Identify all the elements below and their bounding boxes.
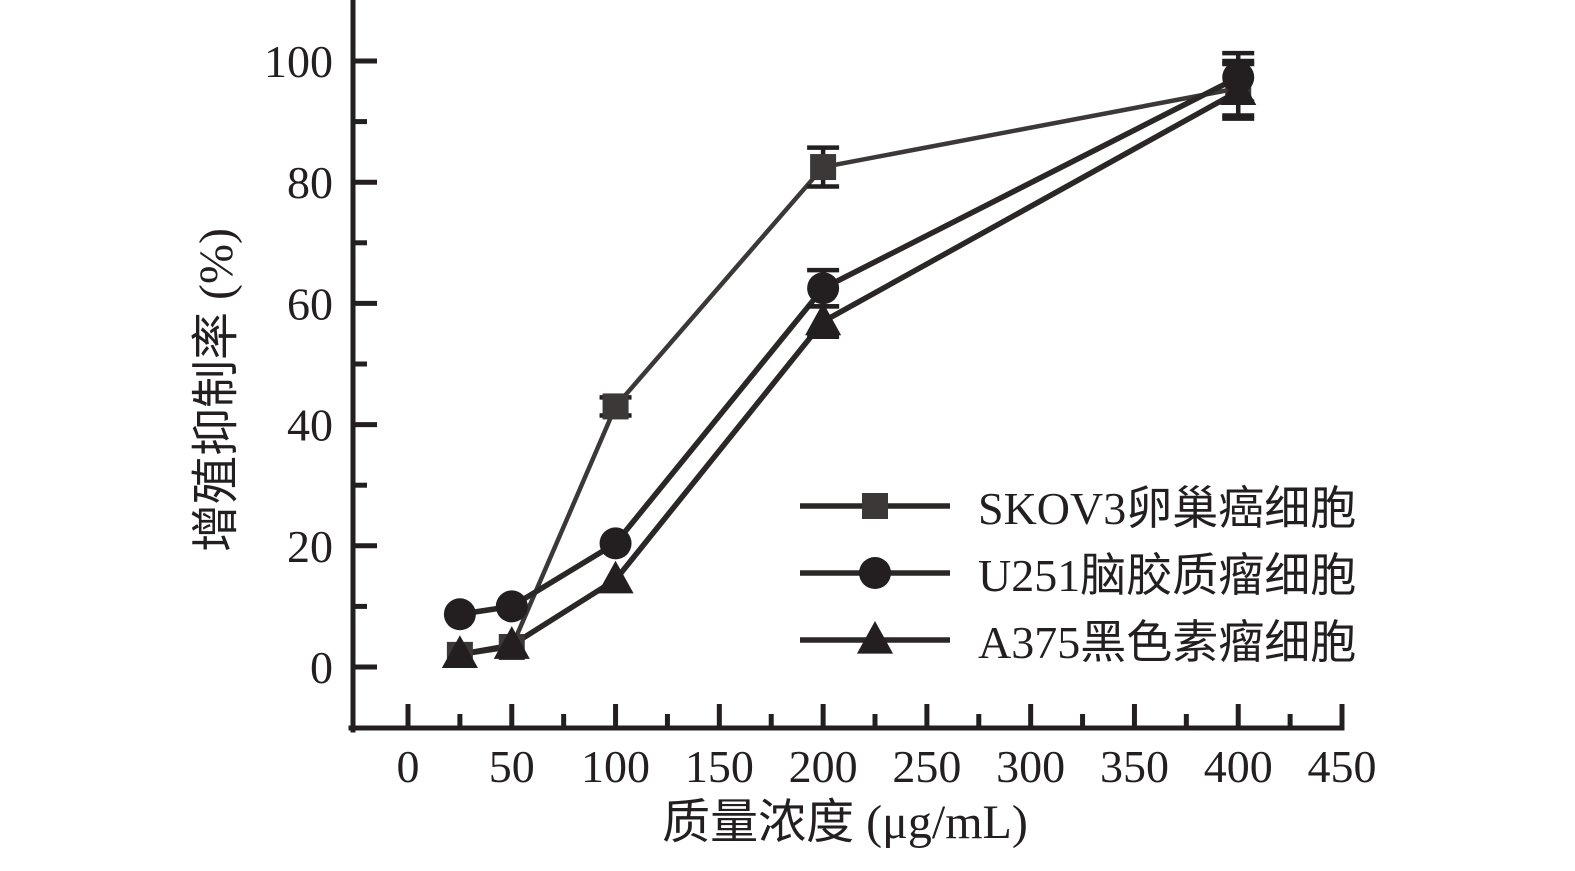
y-tick-label: 20 (287, 521, 333, 572)
data-series-layer (441, 50, 1257, 668)
legend-label: U251脑胶质瘤细胞 (978, 550, 1356, 601)
marker-square (602, 393, 629, 420)
series-markers-circle (443, 50, 1255, 631)
legend-item-3: A375黑色素瘤细胞 (800, 617, 1356, 668)
marker-circle (443, 598, 476, 631)
marker-triangle (441, 635, 478, 668)
x-axis-ticks (405, 704, 1345, 728)
marker-circle (859, 557, 891, 589)
x-tick-label: 0 (397, 741, 420, 792)
marker-circle (495, 590, 528, 623)
marker-triangle (597, 560, 634, 594)
x-tick-label: 150 (685, 741, 754, 792)
x-tick-label: 50 (489, 741, 535, 792)
marker-square (810, 154, 837, 181)
y-axis-ticks (353, 58, 377, 670)
legend-label: SKOV3卵巢癌细胞 (978, 483, 1356, 534)
marker-circle (599, 527, 632, 560)
x-tick-label: 350 (1100, 741, 1169, 792)
x-tick-label: 450 (1308, 741, 1377, 792)
y-tick-label: 80 (287, 157, 333, 208)
y-tick-label: 40 (287, 400, 333, 451)
legend-item-1: SKOV3卵巢癌细胞 (800, 483, 1356, 534)
x-tick-label: 100 (581, 741, 650, 792)
y-axis-tick-labels: 0 20 40 60 80 100 (264, 36, 333, 693)
x-tick-label: 300 (996, 741, 1065, 792)
marker-triangle (805, 302, 842, 336)
x-tick-label: 400 (1204, 741, 1273, 792)
x-tick-label: 200 (789, 741, 858, 792)
marker-triangle (856, 621, 894, 654)
x-axis-title: 质量浓度 (μg/mL) (662, 796, 1028, 849)
y-axis-title: 增殖抑制率 (%) (190, 228, 243, 552)
y-tick-label: 0 (310, 642, 333, 693)
chart-legend: SKOV3卵巢癌细胞 U251脑胶质瘤细胞 A375黑色素瘤细胞 (800, 483, 1356, 668)
x-tick-label: 250 (892, 741, 961, 792)
series-markers-triangle (441, 61, 1257, 668)
legend-item-2: U251脑胶质瘤细胞 (800, 550, 1356, 601)
marker-circle (807, 272, 840, 305)
x-axis-tick-labels: 0 50 100 150 200 250 300 350 400 450 (397, 741, 1377, 792)
marker-triangle (1220, 72, 1257, 105)
marker-square (862, 493, 888, 519)
y-tick-label: 100 (264, 36, 333, 87)
marker-triangle (493, 626, 530, 659)
legend-label: A375黑色素瘤细胞 (978, 617, 1356, 668)
y-tick-label: 60 (287, 278, 333, 329)
